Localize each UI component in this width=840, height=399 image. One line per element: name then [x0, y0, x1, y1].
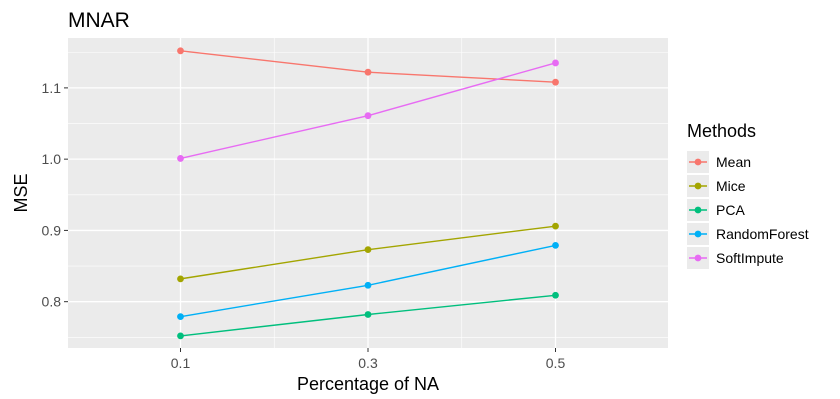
- data-point-mean: [364, 68, 372, 76]
- x-tick-label: 0.5: [546, 355, 566, 371]
- series-mean: [177, 47, 559, 86]
- data-point-randomforest: [177, 313, 184, 321]
- x-axis-label: Percentage of NA: [297, 374, 439, 394]
- axes: 0.8 0.9 1.0 1.1 0.1 0.3 0.5: [42, 80, 566, 371]
- legend-item-mice: Mice: [687, 175, 746, 197]
- data-point-softimpute: [552, 59, 559, 67]
- data-point-pca: [552, 291, 559, 299]
- y-axis-label: MSE: [11, 173, 31, 212]
- data-point-mice: [552, 222, 559, 230]
- legend: Methods Mean Mice PCA RandomForest SoftImput…: [687, 121, 809, 269]
- data-point-pca: [177, 332, 184, 340]
- y-tick-label: 1.0: [42, 151, 62, 167]
- legend-key-point: [694, 182, 702, 190]
- legend-item-randomforest: RandomForest: [687, 223, 809, 245]
- legend-key-point: [694, 158, 702, 166]
- legend-item-mean: Mean: [687, 151, 751, 173]
- legend-label-softimpute: SoftImpute: [716, 250, 784, 266]
- legend-key-point: [694, 230, 702, 238]
- legend-key-point: [694, 254, 702, 262]
- series-pca: [177, 291, 559, 340]
- series-layer: [177, 47, 559, 340]
- series-mice: [177, 222, 559, 283]
- legend-title: Methods: [687, 121, 756, 141]
- data-point-randomforest: [552, 241, 559, 249]
- legend-label-mice: Mice: [716, 178, 746, 194]
- series-softimpute: [177, 59, 559, 162]
- y-tick-label: 0.9: [42, 222, 62, 238]
- data-point-pca: [364, 311, 372, 318]
- data-point-mice: [177, 275, 184, 283]
- x-tick-label: 0.3: [358, 355, 378, 371]
- data-point-randomforest: [364, 281, 372, 289]
- y-tick-label: 1.1: [42, 80, 62, 96]
- data-point-mean: [177, 47, 184, 55]
- data-point-mice: [364, 246, 372, 254]
- data-point-softimpute: [177, 155, 184, 162]
- legend-label-mean: Mean: [716, 154, 751, 170]
- series-randomforest: [177, 241, 559, 321]
- legend-item-pca: PCA: [687, 199, 745, 221]
- legend-label-randomforest: RandomForest: [716, 226, 809, 242]
- legend-item-softimpute: SoftImpute: [687, 247, 784, 269]
- legend-key-point: [694, 206, 702, 214]
- data-point-mean: [552, 78, 559, 86]
- chart-title: MNAR: [68, 9, 130, 32]
- grid: [68, 38, 668, 348]
- x-tick-label: 0.1: [171, 355, 191, 371]
- legend-label-pca: PCA: [716, 202, 745, 218]
- y-tick-label: 0.8: [42, 294, 62, 310]
- data-point-softimpute: [364, 112, 372, 120]
